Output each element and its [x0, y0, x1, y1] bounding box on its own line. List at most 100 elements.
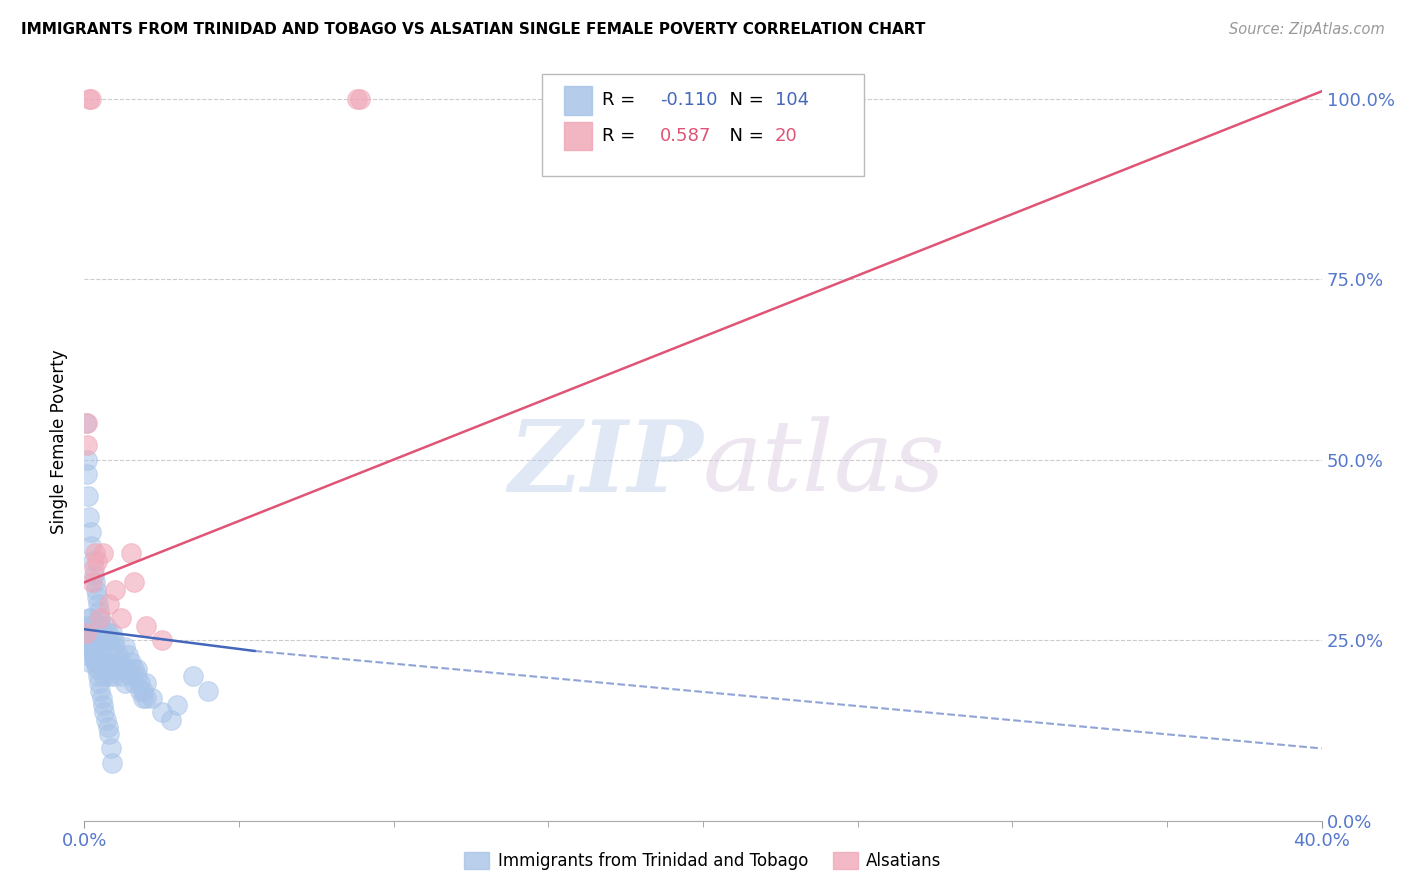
Point [83, 575, 105, 590]
Point [120, 655, 142, 669]
Text: 20: 20 [775, 127, 797, 145]
FancyBboxPatch shape [543, 74, 863, 177]
Bar [564, 86, 592, 115]
Point [86, 590, 108, 604]
Point [132, 690, 155, 705]
Point [93, 633, 115, 648]
Text: ZIP: ZIP [508, 416, 703, 513]
Y-axis label: Single Female Poverty: Single Female Poverty [51, 350, 69, 533]
Point [129, 676, 152, 690]
Point [141, 690, 163, 705]
Text: R =: R = [602, 127, 641, 145]
Point [76, 648, 98, 662]
Point [76, 467, 98, 481]
Point [83, 640, 105, 655]
Point [83, 640, 105, 655]
Point [94, 618, 117, 632]
Point [79, 626, 101, 640]
Point [100, 655, 122, 669]
Point [79, 510, 101, 524]
Point [76, 640, 98, 655]
Point [82, 633, 104, 648]
Point [83, 648, 105, 662]
Point [93, 669, 115, 683]
Point [150, 633, 173, 648]
Point [104, 655, 127, 669]
Point [125, 662, 148, 676]
Point [84, 655, 107, 669]
Point [79, 618, 101, 632]
Point [77, 626, 100, 640]
Point [93, 706, 115, 720]
Text: IMMIGRANTS FROM TRINIDAD AND TOBAGO VS ALSATIAN SINGLE FEMALE POVERTY CORRELATIO: IMMIGRANTS FROM TRINIDAD AND TOBAGO VS A… [21, 22, 925, 37]
Point [86, 662, 108, 676]
Point [89, 662, 111, 676]
Text: N =: N = [718, 91, 769, 110]
Point [96, 626, 118, 640]
Text: 0.587: 0.587 [659, 127, 711, 145]
Point [89, 683, 111, 698]
Point [135, 690, 157, 705]
Point [103, 633, 125, 648]
Point [98, 727, 121, 741]
Point [91, 698, 114, 712]
Point [96, 662, 118, 676]
Point [107, 648, 129, 662]
Point [122, 662, 145, 676]
Point [117, 648, 139, 662]
Point [82, 633, 104, 648]
Point [91, 626, 114, 640]
Point [76, 417, 98, 431]
Point [82, 626, 104, 640]
Point [101, 626, 124, 640]
Point [110, 611, 132, 625]
Point [90, 618, 112, 632]
Point [75, 626, 97, 640]
Point [114, 640, 136, 655]
Point [76, 618, 98, 632]
Point [86, 554, 108, 568]
Point [75, 417, 97, 431]
Point [91, 546, 114, 560]
Point [86, 640, 108, 655]
Point [166, 698, 188, 712]
Text: -0.110: -0.110 [659, 91, 717, 110]
Point [125, 669, 148, 683]
Point [120, 546, 142, 560]
Point [87, 604, 110, 618]
Point [135, 676, 157, 690]
Point [84, 648, 107, 662]
Text: 104: 104 [775, 91, 808, 110]
Point [87, 669, 110, 683]
Text: R =: R = [602, 91, 641, 110]
Point [98, 669, 121, 683]
Point [87, 655, 110, 669]
Point [89, 611, 111, 625]
Point [101, 662, 124, 676]
Point [103, 669, 125, 683]
Point [82, 575, 104, 590]
Point [91, 662, 114, 676]
Point [89, 676, 111, 690]
Point [349, 91, 371, 105]
Point [132, 683, 155, 698]
Point [77, 91, 100, 105]
Point [76, 633, 98, 648]
Point [346, 91, 368, 105]
Point [84, 582, 107, 597]
Point [100, 741, 122, 756]
Point [110, 655, 132, 669]
Point [122, 575, 145, 590]
Point [89, 611, 111, 625]
Point [84, 633, 107, 648]
Point [129, 683, 152, 698]
Point [110, 669, 132, 683]
Point [107, 662, 129, 676]
Point [86, 648, 108, 662]
Text: atlas: atlas [703, 417, 946, 512]
Bar [564, 121, 592, 151]
Point [75, 633, 97, 648]
Point [82, 554, 104, 568]
Text: N =: N = [718, 127, 769, 145]
Point [89, 648, 111, 662]
